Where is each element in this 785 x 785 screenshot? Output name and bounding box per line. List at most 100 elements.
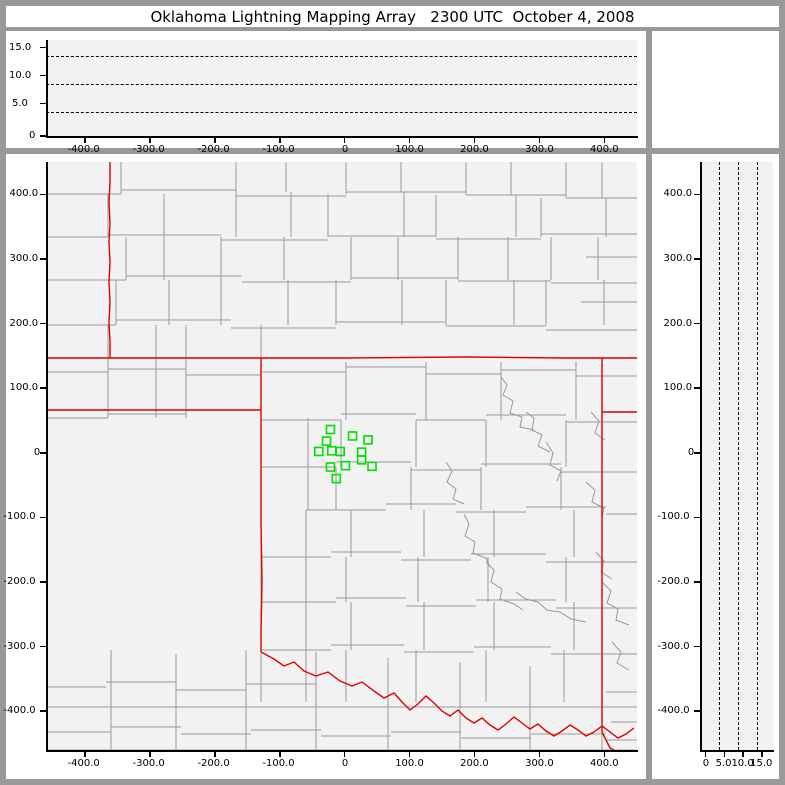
xtick-label-300: 300.0 <box>525 144 554 155</box>
xtick-label--200: -200.0 <box>197 144 230 155</box>
xtick-label--100: -100.0 <box>262 144 295 155</box>
right-ytick-label--400: -400.0 <box>657 705 690 717</box>
right-xtick-10 <box>742 751 744 757</box>
lma-source-point <box>325 424 336 435</box>
map-xtick--200 <box>214 751 216 757</box>
map-xtick-400 <box>603 751 606 757</box>
xtick-400 <box>603 137 606 143</box>
right-ytick-label-0: 0 <box>687 446 695 458</box>
height-distance-x-axis <box>700 750 774 752</box>
map-ytick-label-200: 200.0 <box>9 317 39 329</box>
right-xtick-0 <box>704 751 707 757</box>
right-ytick-0 <box>694 452 701 454</box>
map-ytick-label-300: 300.0 <box>9 252 39 264</box>
xtick-label--300: -300.0 <box>132 144 165 155</box>
xtick-label-100: 100.0 <box>395 144 424 155</box>
ytick-label-5: 5.0 <box>12 98 28 109</box>
lma-source-point <box>363 435 373 445</box>
map-geography <box>46 162 637 750</box>
map-y-axis <box>46 162 48 751</box>
map-xtick-label-300: 300.0 <box>525 758 554 769</box>
right-ytick--200 <box>694 581 701 583</box>
time-height-plot-area[interactable] <box>46 40 637 136</box>
xtick-300 <box>538 137 541 143</box>
right-xtick-5 <box>723 751 726 757</box>
right-ytick-200 <box>694 322 701 325</box>
xtick-label-200: 200.0 <box>460 144 489 155</box>
xtick--300 <box>149 137 151 143</box>
right-ytick-100 <box>694 387 701 389</box>
plan-view-map-panel[interactable]: 400.0 300.0 200.0 100.0 0 -100.0 -200.0 -300.0 -… <box>3 154 646 779</box>
map-ytick-label--400: -400.0 <box>3 705 36 717</box>
right-ytick-label-400: 400.0 <box>663 188 693 200</box>
map-xtick-200 <box>473 751 476 757</box>
map-xtick-label--200: -200.0 <box>197 758 230 769</box>
map-xtick-label--400: -400.0 <box>67 758 100 769</box>
xtick-0 <box>343 137 346 143</box>
gridline-x-15 <box>757 162 758 750</box>
height-distance-y-axis <box>700 162 702 751</box>
ytick-label-15: 15.0 <box>9 42 32 53</box>
gridline-x-5 <box>719 162 720 750</box>
gridline-5 <box>46 112 637 113</box>
right-ytick-300 <box>694 258 701 260</box>
lma-source-point <box>335 446 346 457</box>
window-title-bar: Oklahoma Lightning Mapping Array 2300 UT… <box>6 6 779 27</box>
map-ytick-100 <box>40 387 47 389</box>
right-xtick-label-5: 5.0 <box>715 758 732 769</box>
xtick-200 <box>473 137 476 143</box>
map-ytick--200 <box>40 581 47 583</box>
map-ytick-label-0: 0 <box>33 446 41 458</box>
map-ytick-300 <box>40 258 47 260</box>
map-xtick--100 <box>279 751 281 757</box>
map-ytick-200 <box>40 322 47 325</box>
right-ytick-label-300: 300.0 <box>663 252 693 264</box>
right-ytick--300 <box>694 645 701 648</box>
xtick-label-0: 0 <box>341 144 349 155</box>
map-ytick--100 <box>40 516 47 519</box>
right-ytick-label--300: -300.0 <box>657 640 690 652</box>
gridline-15 <box>46 56 637 57</box>
gridline-10 <box>46 84 637 85</box>
lma-source-point <box>321 436 332 446</box>
map-xtick-label-200: 200.0 <box>460 758 489 769</box>
xtick-label-400: 400.0 <box>590 144 619 155</box>
page-title: Oklahoma Lightning Mapping Array 2300 UT… <box>150 7 635 26</box>
map-ytick-label--300: -300.0 <box>3 640 36 652</box>
time-height-panel[interactable]: 15.0 10.0 5.0 0 -400.0 -300.0 -200.0 -100.0… <box>6 31 646 155</box>
plan-view-plot-area[interactable] <box>46 162 637 750</box>
map-xtick-0 <box>343 751 346 757</box>
xtick--200 <box>214 137 216 143</box>
right-xtick-label-15: 15.0 <box>750 758 773 769</box>
xtick--100 <box>279 137 281 143</box>
right-ytick-label--100: -100.0 <box>657 511 690 523</box>
lma-source-point <box>313 446 324 457</box>
map-ytick-label-100: 100.0 <box>9 382 39 394</box>
lma-source-point <box>356 455 367 465</box>
right-ytick-400 <box>694 193 701 196</box>
map-ytick-400 <box>40 193 47 196</box>
ytick-5 <box>40 102 47 104</box>
state-borders <box>46 162 637 750</box>
gridline-x-10 <box>738 162 739 750</box>
lma-source-point <box>347 431 358 441</box>
right-xtick-15 <box>761 751 763 757</box>
map-ytick-label--100: -100.0 <box>3 511 36 523</box>
height-distance-plot-area[interactable] <box>700 162 773 750</box>
lma-source-point <box>340 460 351 471</box>
right-ytick--100 <box>694 516 701 519</box>
map-xtick-100 <box>408 751 411 757</box>
blank-histogram-panel[interactable] <box>652 31 779 148</box>
map-ytick-0 <box>40 452 47 454</box>
xtick-label--400: -400.0 <box>67 144 100 155</box>
map-ytick-label-400: 400.0 <box>9 188 39 200</box>
lma-source-point <box>356 447 367 457</box>
right-ytick-label-200: 200.0 <box>663 317 693 329</box>
map-ytick--300 <box>40 645 47 648</box>
height-distance-panel[interactable]: 400.0 300.0 200.0 100.0 0 -100.0 -200.0 -300.0 -… <box>652 154 779 779</box>
map-xtick-300 <box>538 751 541 757</box>
ytick-10 <box>40 74 47 76</box>
map-xtick--400 <box>84 751 86 757</box>
map-xtick-label--300: -300.0 <box>132 758 165 769</box>
